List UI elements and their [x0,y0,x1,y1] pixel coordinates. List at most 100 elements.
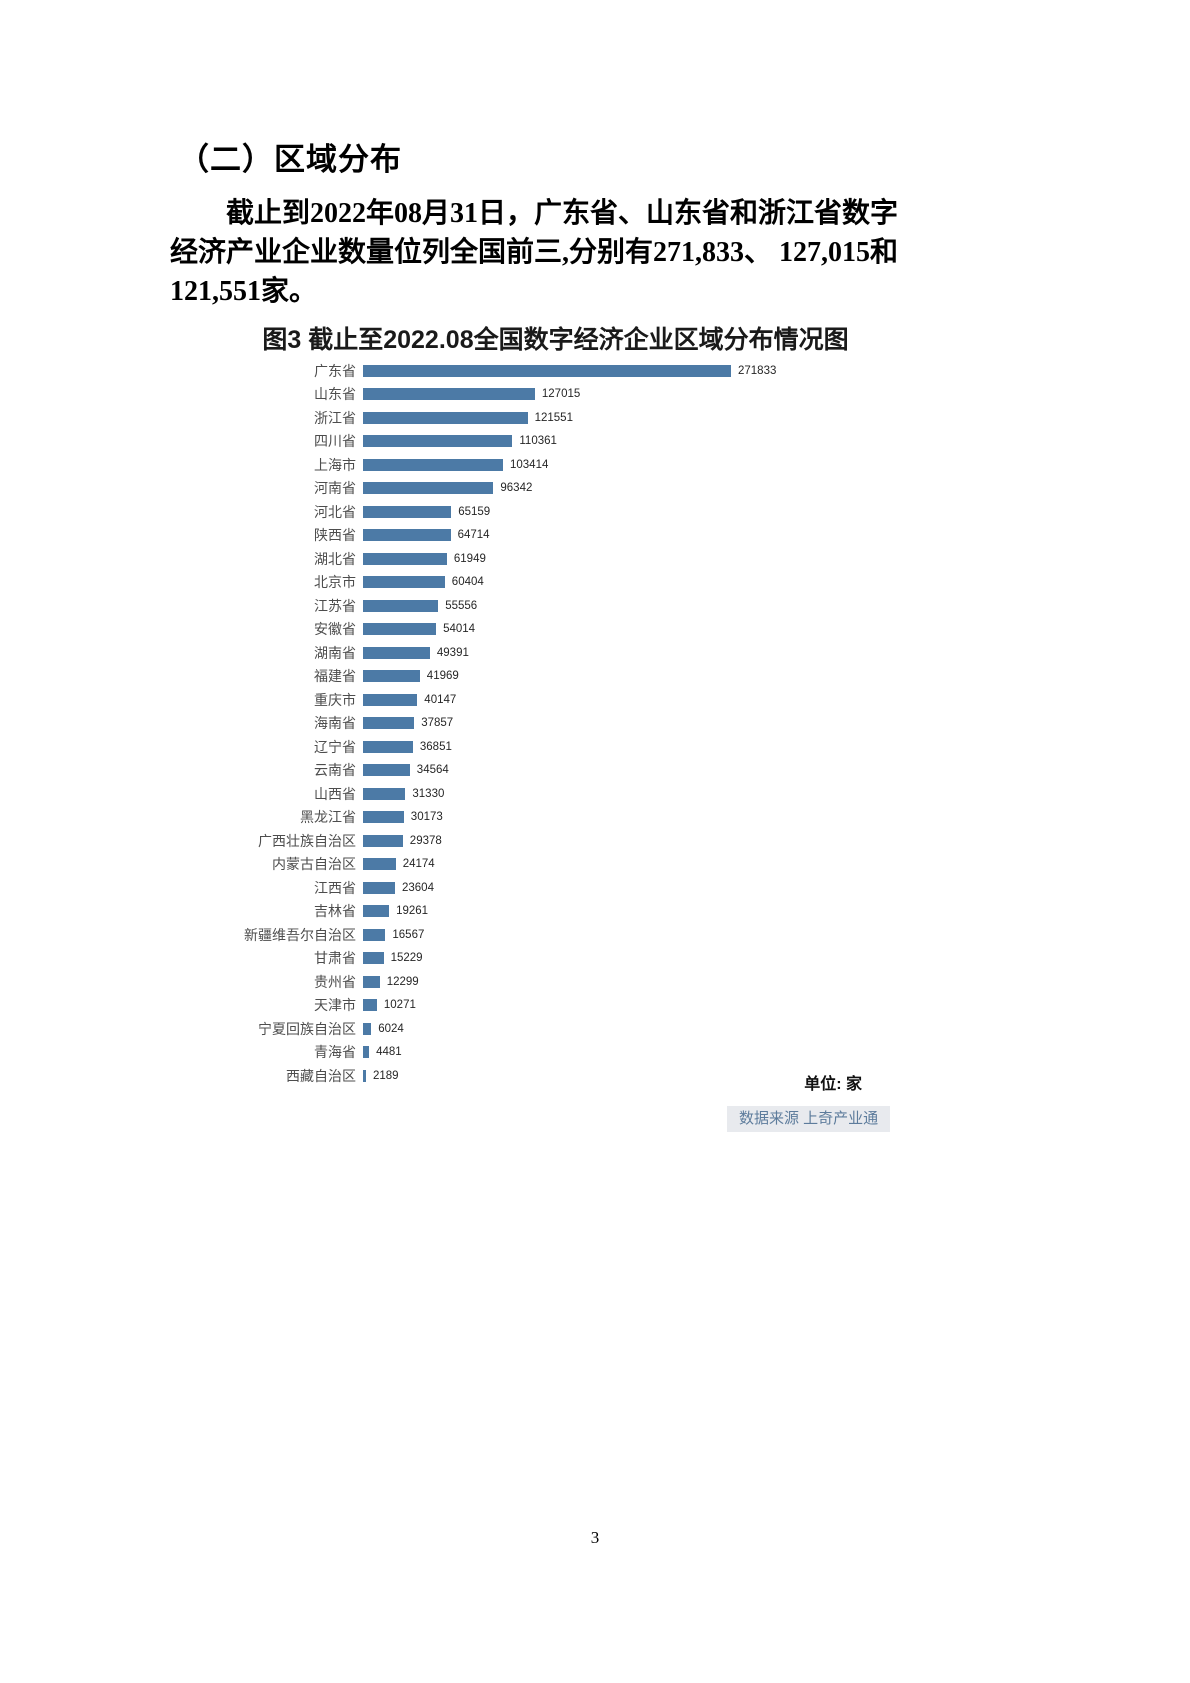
bar-value: 40147 [424,693,457,706]
chart-row: 广西壮族自治区 29378 [233,829,878,853]
bar [363,458,503,471]
chart-row: 宁夏回族自治区 6024 [233,1017,878,1041]
bar-label: 宁夏回族自治区 [258,1020,356,1037]
bar-label: 河北省 [314,503,356,520]
bar-value: 23604 [402,881,434,894]
chart-row: 河北省 65159 [233,500,878,524]
bar-value: 16567 [392,928,425,941]
chart-row: 江西省 23604 [233,876,878,900]
bar [363,787,406,800]
bar-label: 上海市 [314,456,356,473]
bar-value: 64714 [457,529,490,542]
paragraph-line: 121,551家。 [170,276,318,307]
bar-label: 吉林省 [314,903,356,920]
chart-row: 西藏自治区 2189 [233,1064,878,1088]
bar-chart: 广东省 271833 山东省 127015 浙江省 121551 四川省 110361 上海市 1… [233,359,878,1088]
bar-label: 河南省 [314,480,356,497]
chart-row: 福建省 41969 [233,665,878,689]
bar-value: 30173 [410,811,443,824]
bar-label: 青海省 [314,1044,356,1061]
bar [363,552,447,565]
bar [363,670,420,683]
bar-label: 北京市 [314,574,356,591]
bar [363,482,494,495]
bar-value: 110361 [519,435,557,448]
paragraph-line: 截止到2022年08月31日，广东省、山东省和浙江省数字 [226,198,899,229]
bar-label: 西藏自治区 [286,1067,356,1084]
bar-value: 10271 [383,999,416,1012]
data-source-badge: 数据来源 上奇产业通 [727,1106,891,1132]
chart-row: 云南省 34564 [233,759,878,783]
bar-label: 黑龙江省 [300,809,356,826]
bar-label: 四川省 [314,433,356,450]
bar-label: 新疆维吾尔自治区 [244,926,356,943]
bar-value: 37857 [421,717,454,730]
bar [363,717,415,730]
bar [363,364,731,377]
chart-row: 贵州省 12299 [233,970,878,994]
bar [363,740,413,753]
bar-label: 江西省 [314,879,356,896]
bar [363,505,452,518]
bar-value: 31330 [412,787,445,800]
chart-row: 江苏省 55556 [233,594,878,618]
bar-label: 湖南省 [314,644,356,661]
bar-label: 甘肃省 [314,950,356,967]
bar-value: 4481 [376,1046,402,1059]
chart-row: 四川省 110361 [233,430,878,454]
bar [363,975,380,988]
bar-value: 19261 [396,905,429,918]
chart-row: 湖南省 49391 [233,641,878,665]
bar-value: 2189 [373,1069,399,1082]
bar-value: 12299 [386,975,419,988]
bar-label: 重庆市 [314,691,356,708]
bar-label: 陕西省 [314,527,356,544]
bar-value: 41969 [426,670,459,683]
chart-row: 重庆市 40147 [233,688,878,712]
bar-value: 36851 [419,740,452,753]
bar-value: 6024 [378,1022,404,1035]
bar-label: 湖北省 [314,550,356,567]
body-paragraph: 截止到2022年08月31日，广东省、山东省和浙江省数字 经济产业企业数量位列全… [170,194,980,311]
bar [363,905,390,918]
section-heading: （二）区域分布 [178,142,402,177]
chart-row: 广东省 271833 [233,359,878,383]
bar-value: 127015 [541,388,581,401]
chart-row: 陕西省 64714 [233,524,878,548]
bar [363,881,395,894]
bar-label: 安徽省 [314,621,356,638]
bar [363,834,403,847]
chart-row: 黑龙江省 30173 [233,806,878,830]
bar-label: 山东省 [314,386,356,403]
bar [363,529,451,542]
bar-label: 广东省 [314,362,356,379]
bar [363,411,528,424]
bar-value: 49391 [436,646,469,659]
chart-row: 河南省 96342 [233,477,878,501]
chart-row: 青海省 4481 [233,1041,878,1065]
bar [363,1046,370,1059]
bar-value: 103414 [510,458,549,471]
chart-row: 内蒙古自治区 24174 [233,853,878,877]
chart-row: 天津市 10271 [233,994,878,1018]
bar-value: 61949 [453,552,486,565]
chart-row: 湖北省 61949 [233,547,878,571]
bar [363,599,439,612]
chart-row: 山东省 127015 [233,383,878,407]
bar [363,999,377,1012]
chart-row: 北京市 60404 [233,571,878,595]
bar [363,435,513,448]
bar [363,1069,366,1082]
chart-row: 吉林省 19261 [233,900,878,924]
bar-label: 福建省 [314,668,356,685]
bar [363,952,384,965]
bar [363,646,430,659]
bar-label: 江苏省 [314,597,356,614]
bar [363,858,396,871]
bar [363,388,535,401]
bar-label: 山西省 [314,785,356,802]
bar [363,811,404,824]
bar-value: 15229 [390,952,423,965]
bar-value: 34564 [416,764,449,777]
bar-label: 贵州省 [314,973,356,990]
